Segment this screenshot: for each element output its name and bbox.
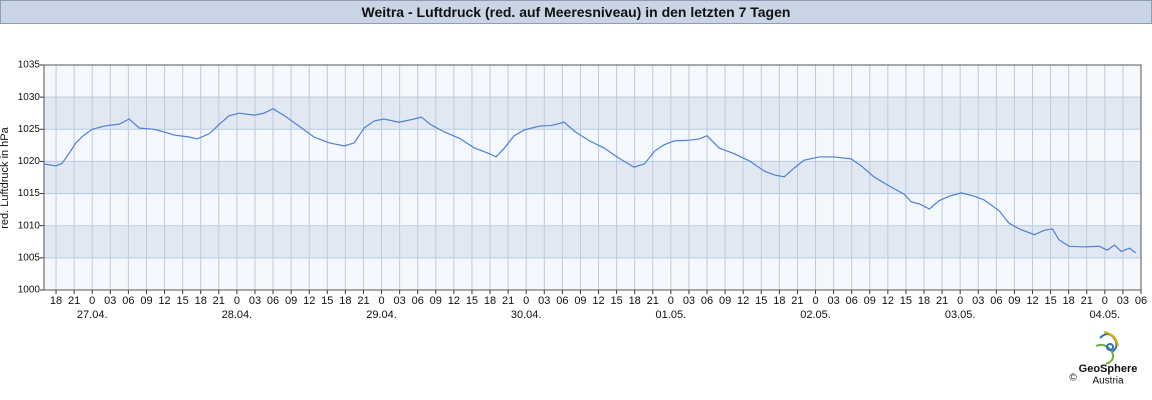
x-tick-label: 15: [610, 295, 622, 307]
x-tick-label: 18: [773, 295, 785, 307]
x-tick-label: 03: [972, 295, 984, 307]
y-tick-label: 1010: [18, 220, 41, 231]
x-tick-label: 06: [122, 295, 134, 307]
x-tick-label: 09: [574, 295, 586, 307]
x-tick-label: 06: [1135, 295, 1147, 307]
x-tick-label: 21: [1081, 295, 1093, 307]
x-tick-label: 09: [864, 295, 876, 307]
x-tick-label: 0: [523, 295, 529, 307]
x-tick-label: 15: [900, 295, 912, 307]
y-tick-label: 1005: [18, 252, 41, 263]
x-tick-label: 21: [213, 295, 225, 307]
x-tick-label: 12: [882, 295, 894, 307]
x-tick-label: 18: [195, 295, 207, 307]
y-tick-label: 1015: [18, 188, 41, 199]
x-tick-label: 06: [556, 295, 568, 307]
grid-band: [44, 225, 1141, 258]
y-tick-label: 1025: [18, 124, 41, 135]
x-tick-label: 15: [321, 295, 333, 307]
copyright: ©: [1069, 373, 1077, 384]
plot-area: [44, 64, 1142, 291]
logo-sub: Austria: [1092, 376, 1124, 387]
y-tick-label: 1030: [18, 92, 41, 103]
x-tick-label: 15: [755, 295, 767, 307]
x-tick-label: 03: [827, 295, 839, 307]
x-tick-label: 09: [285, 295, 297, 307]
x-tick-label: 0: [378, 295, 384, 307]
x-tick-label: 18: [629, 295, 641, 307]
x-tick-label: 21: [791, 295, 803, 307]
x-tick-label: 21: [357, 295, 369, 307]
y-tick-label: 1020: [18, 156, 41, 167]
x-tick-label: 18: [50, 295, 62, 307]
chart-title: Weitra - Luftdruck (red. auf Meeresnivea…: [0, 0, 1152, 24]
x-tick-label: 0: [1102, 295, 1108, 307]
x-tick-label: 18: [1063, 295, 1075, 307]
x-tick-label: 03: [683, 295, 695, 307]
x-tick-label: 06: [701, 295, 713, 307]
x-tick-label: 0: [234, 295, 240, 307]
x-tick-label: 0: [957, 295, 963, 307]
line-series: [43, 108, 1136, 254]
x-tick-label: 09: [140, 295, 152, 307]
x-tick-label: 18: [918, 295, 930, 307]
x-tick-label: 12: [448, 295, 460, 307]
x-tick-label: 06: [990, 295, 1002, 307]
date-label: 04.05.: [1090, 309, 1121, 321]
x-tick-label: 21: [936, 295, 948, 307]
x-tick-label: 0: [89, 295, 95, 307]
date-label: 01.05.: [656, 309, 687, 321]
x-tick-label: 15: [466, 295, 478, 307]
y-tick-label: 1035: [18, 60, 41, 71]
x-tick-label: 06: [412, 295, 424, 307]
x-tick-label: 03: [104, 295, 116, 307]
x-tick-label: 12: [737, 295, 749, 307]
x-tick-label: 06: [846, 295, 858, 307]
x-tick-label: 21: [68, 295, 80, 307]
x-tick-label: 12: [1026, 295, 1038, 307]
x-tick-label: 21: [502, 295, 514, 307]
x-tick-label: 09: [430, 295, 442, 307]
date-label: 30.04.: [511, 309, 542, 321]
y-tick-label: 1000: [18, 285, 41, 296]
date-label: 02.05.: [800, 309, 831, 321]
date-label: 27.04.: [77, 309, 108, 321]
x-tick-label: 03: [249, 295, 261, 307]
grid-band: [44, 97, 1141, 130]
x-tick-label: 18: [484, 295, 496, 307]
x-tick-label: 15: [177, 295, 189, 307]
y-axis-label: red. Luftdruck in hPa: [0, 126, 11, 228]
x-tick-label: 06: [267, 295, 279, 307]
x-tick-label: 12: [592, 295, 604, 307]
x-tick-label: 18: [339, 295, 351, 307]
logo-name: GeoSphere: [1079, 363, 1138, 375]
x-tick-label: 09: [719, 295, 731, 307]
x-tick-label: 21: [647, 295, 659, 307]
x-tick-label: 03: [1117, 295, 1129, 307]
x-tick-label: 09: [1008, 295, 1020, 307]
plot-border: [43, 64, 1142, 291]
x-tick-label: 12: [158, 295, 170, 307]
logo-icon: [1095, 331, 1119, 365]
grid-band: [44, 161, 1141, 194]
x-tick-label: 03: [538, 295, 550, 307]
x-tick-label: 03: [393, 295, 405, 307]
date-label: 28.04.: [222, 309, 253, 321]
date-label: 29.04.: [366, 309, 397, 321]
x-tick-label: 15: [1044, 295, 1056, 307]
x-tick-label: 0: [668, 295, 674, 307]
x-tick-label: 0: [812, 295, 818, 307]
x-tick-label: 12: [303, 295, 315, 307]
date-label: 03.05.: [945, 309, 976, 321]
